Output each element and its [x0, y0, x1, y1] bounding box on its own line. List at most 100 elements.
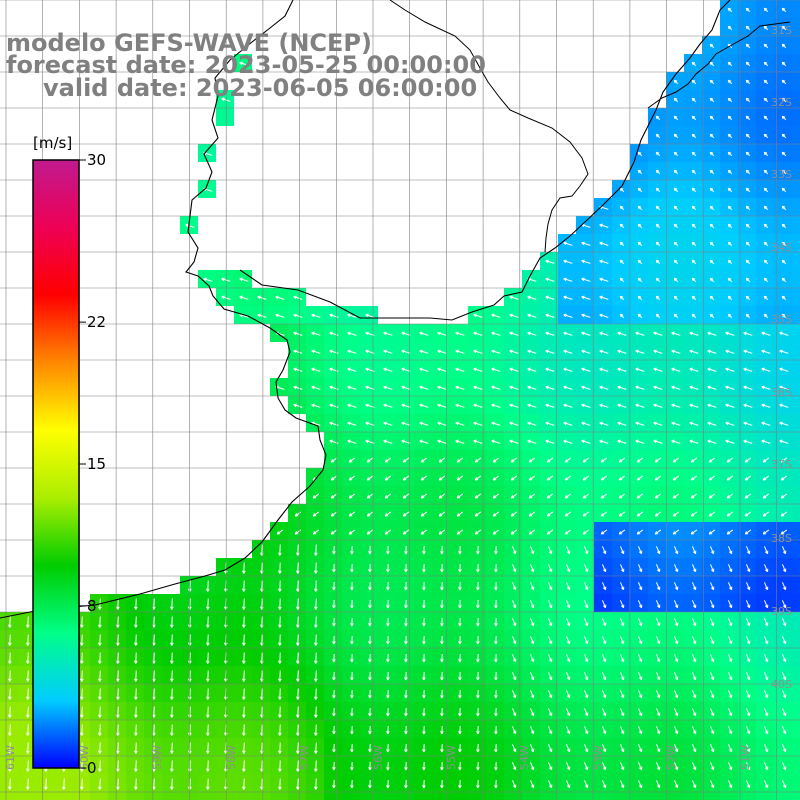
field-cell [252, 702, 270, 720]
field-cell [252, 666, 270, 684]
field-cell [612, 666, 630, 684]
field-cell [396, 630, 414, 648]
wind-arrow [689, 403, 699, 408]
wind-arrow [581, 403, 591, 408]
field-cell [126, 756, 144, 774]
field-cell [540, 468, 558, 486]
field-cell [432, 414, 450, 432]
field-cell [198, 774, 216, 792]
field-cell [180, 576, 198, 594]
field-cell [522, 270, 540, 288]
field-cell [252, 756, 270, 774]
field-cell [324, 720, 342, 738]
field-cell [576, 378, 594, 396]
field-cell [486, 756, 504, 774]
field-cell [756, 504, 774, 522]
field-cell [288, 756, 306, 774]
field-cell [666, 360, 684, 378]
wind-arrow [329, 331, 339, 336]
field-cell [522, 612, 540, 630]
wind-arrow [293, 313, 303, 318]
field-cell [558, 324, 576, 342]
field-cell [558, 792, 576, 800]
wind-arrow [780, 493, 788, 499]
wind-arrow [419, 385, 429, 390]
field-cell [486, 648, 504, 666]
field-cell [522, 378, 540, 396]
field-cell [360, 360, 378, 378]
field-cell [504, 594, 522, 612]
wind-arrow [545, 367, 555, 372]
field-cell [108, 648, 126, 666]
field-cell [702, 468, 720, 486]
wind-arrow [347, 367, 357, 372]
wind-arrow [655, 241, 661, 247]
wind-arrow [781, 187, 787, 193]
wind-arrow [637, 187, 643, 193]
wind-arrow [691, 205, 697, 211]
field-cell [702, 702, 720, 720]
field-cell [468, 324, 486, 342]
field-cell [648, 594, 666, 612]
wind-arrow [456, 475, 464, 481]
field-cell [432, 504, 450, 522]
field-cell [738, 558, 756, 576]
field-cell [648, 648, 666, 666]
field-cell [432, 432, 450, 450]
wind-arrow [619, 295, 625, 301]
wind-arrow [691, 241, 697, 247]
field-cell [270, 756, 288, 774]
field-cell [396, 558, 414, 576]
wind-arrow [527, 403, 537, 408]
field-cell [576, 432, 594, 450]
field-cell [468, 396, 486, 414]
field-cell [648, 522, 666, 540]
wind-arrow [707, 385, 717, 390]
field-cell [720, 414, 738, 432]
wind-arrow [709, 97, 715, 103]
field-cell [180, 684, 198, 702]
field-cell [792, 684, 800, 702]
field-cell [630, 594, 648, 612]
wind-arrow [725, 367, 735, 372]
field-cell [342, 792, 360, 800]
field-cell [288, 324, 306, 342]
field-cell [0, 630, 18, 648]
field-cell [558, 504, 576, 522]
field-cell [612, 432, 630, 450]
field-cell [558, 576, 576, 594]
wind-arrow [781, 313, 787, 319]
field-cell [306, 792, 324, 800]
wind-arrow [727, 7, 733, 13]
field-cell [756, 756, 774, 774]
field-cell [432, 540, 450, 558]
field-cell [774, 522, 792, 540]
field-cell [288, 306, 306, 324]
wind-arrow [347, 439, 357, 444]
wind-arrow [383, 421, 393, 426]
wind-arrow [745, 97, 751, 103]
field-cell [270, 648, 288, 666]
field-cell [306, 396, 324, 414]
wind-arrow [474, 493, 482, 499]
wind-arrow [599, 313, 609, 318]
wind-arrow [726, 475, 734, 481]
field-cell [414, 324, 432, 342]
field-cell [594, 270, 612, 288]
field-cell [414, 432, 432, 450]
field-cell [702, 540, 720, 558]
field-cell [0, 756, 18, 774]
wind-arrow [726, 457, 734, 463]
field-cell [540, 486, 558, 504]
wind-arrow [419, 403, 429, 408]
field-cell [540, 792, 558, 800]
field-cell [684, 414, 702, 432]
field-cell [468, 540, 486, 558]
field-cell [414, 702, 432, 720]
field-cell [720, 666, 738, 684]
wind-arrow [637, 277, 643, 283]
field-cell [414, 558, 432, 576]
field-cell [90, 630, 108, 648]
field-cell [792, 738, 800, 756]
wind-arrow [563, 439, 573, 444]
